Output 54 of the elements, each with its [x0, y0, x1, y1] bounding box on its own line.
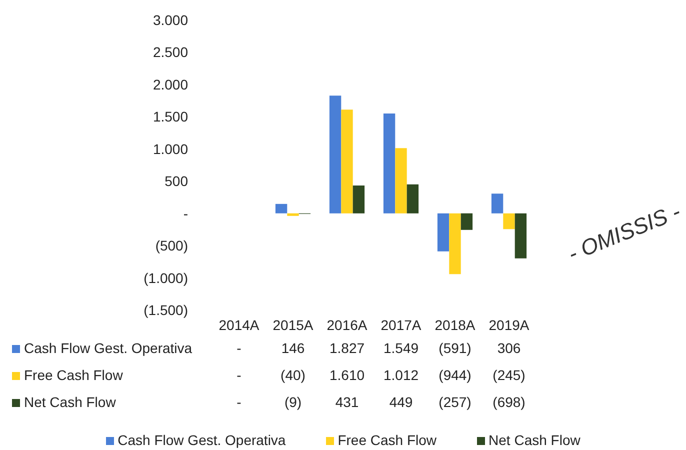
x-tick-label: 2016A — [326, 317, 368, 333]
bar — [491, 194, 504, 214]
data-label: 1.012 — [383, 367, 419, 383]
bar — [383, 114, 396, 214]
y-tick-label: 2.500 — [152, 44, 188, 60]
y-tick-label: (500) — [155, 238, 188, 254]
bar — [341, 110, 353, 214]
x-tick-label: 2015A — [272, 317, 314, 333]
legend-label: Cash Flow Gest. Operativa — [23, 340, 192, 356]
text: - — [236, 367, 242, 383]
data-label: 1.610 — [329, 367, 365, 383]
bar — [449, 213, 461, 274]
bar — [395, 148, 407, 214]
bar — [460, 213, 473, 230]
data-label: 1.549 — [383, 340, 419, 356]
y-tick-label: 3.000 — [152, 12, 188, 28]
legend-label: Net Cash Flow — [488, 432, 580, 448]
y-tick-label: (1.000) — [144, 270, 188, 286]
data-label: 306 — [497, 340, 521, 356]
y-tick-label: 500 — [164, 173, 188, 190]
text: - — [236, 394, 242, 410]
data-label: (257) — [438, 394, 472, 410]
bar — [514, 213, 527, 258]
data-label: (9) — [284, 394, 302, 410]
bar — [437, 213, 450, 252]
text: Cash Flow Gest. Operativa — [118, 432, 286, 448]
data-label: (944) — [438, 367, 472, 383]
data-label: 1.827 — [329, 340, 365, 356]
bar — [275, 204, 288, 214]
text: - — [236, 340, 242, 356]
bar — [329, 96, 342, 214]
y-tick-label: (1.500) — [144, 302, 188, 318]
bar — [503, 213, 515, 230]
x-tick-label: 2019A — [488, 317, 530, 333]
data-label: (698) — [492, 394, 526, 410]
data-label: (245) — [492, 367, 526, 383]
data-label: 449 — [389, 394, 413, 410]
x-tick-label: 2018A — [434, 317, 476, 333]
bar — [287, 213, 299, 216]
bar — [406, 184, 419, 214]
y-tick-label: 1.500 — [152, 108, 188, 125]
y-tick-label: 1.000 — [152, 140, 188, 157]
text: Free Cash Flow — [24, 367, 123, 383]
y-tick-label: 2.000 — [152, 76, 188, 92]
data-label: (591) — [438, 340, 472, 356]
data-label: (40) — [280, 367, 306, 383]
bar — [352, 186, 365, 214]
x-tick-label: 2014A — [218, 317, 260, 333]
x-tick-label: 2017A — [380, 317, 422, 333]
data-label: 146 — [281, 340, 305, 356]
text: Net Cash Flow — [24, 394, 116, 410]
legend-label: Free Cash Flow — [336, 432, 437, 448]
y-tick-label: - — [183, 205, 188, 222]
data-label: 431 — [335, 394, 359, 410]
